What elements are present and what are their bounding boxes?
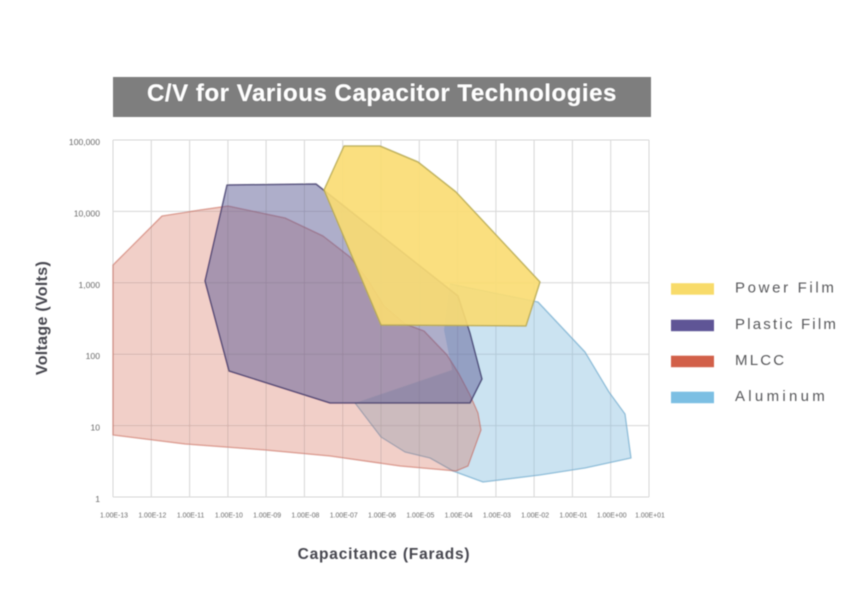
svg-text:10: 10 — [90, 423, 100, 433]
svg-text:C/V for Various Capacitor Tech: C/V for Various Capacitor Technologies — [147, 80, 617, 107]
svg-text:1.00E-05: 1.00E-05 — [406, 513, 434, 520]
svg-text:1.00E-03: 1.00E-03 — [483, 513, 511, 520]
svg-text:1.00E-11: 1.00E-11 — [177, 513, 205, 520]
svg-text:10,000: 10,000 — [74, 208, 101, 218]
svg-text:1: 1 — [95, 494, 100, 504]
svg-text:1.00E-02: 1.00E-02 — [521, 513, 549, 520]
svg-text:100,000: 100,000 — [69, 137, 100, 147]
svg-text:Voltage (Volts): Voltage (Volts) — [34, 261, 51, 375]
svg-text:1.00E-08: 1.00E-08 — [291, 513, 319, 520]
svg-text:Capacitance (Farads): Capacitance (Farads) — [298, 546, 471, 563]
svg-text:Power Film: Power Film — [735, 279, 837, 296]
svg-text:1.00E-12: 1.00E-12 — [138, 513, 166, 520]
svg-text:1.00E-09: 1.00E-09 — [253, 513, 281, 520]
svg-text:1,000: 1,000 — [78, 280, 100, 290]
svg-text:1.00E-13: 1.00E-13 — [100, 513, 128, 520]
svg-text:Plastic Film: Plastic Film — [735, 316, 838, 333]
svg-text:1.00E-01: 1.00E-01 — [559, 513, 587, 520]
svg-text:1.00E-06: 1.00E-06 — [368, 513, 396, 520]
svg-text:1.00E-04: 1.00E-04 — [445, 513, 473, 520]
svg-text:100: 100 — [86, 351, 101, 361]
svg-text:1.00E+01: 1.00E+01 — [635, 513, 665, 520]
svg-text:Aluminum: Aluminum — [735, 388, 828, 405]
svg-text:MLCC: MLCC — [735, 352, 786, 369]
svg-text:1.00E-07: 1.00E-07 — [330, 513, 358, 520]
svg-text:1.00E+00: 1.00E+00 — [597, 513, 627, 520]
svg-text:1.00E-10: 1.00E-10 — [215, 513, 243, 520]
